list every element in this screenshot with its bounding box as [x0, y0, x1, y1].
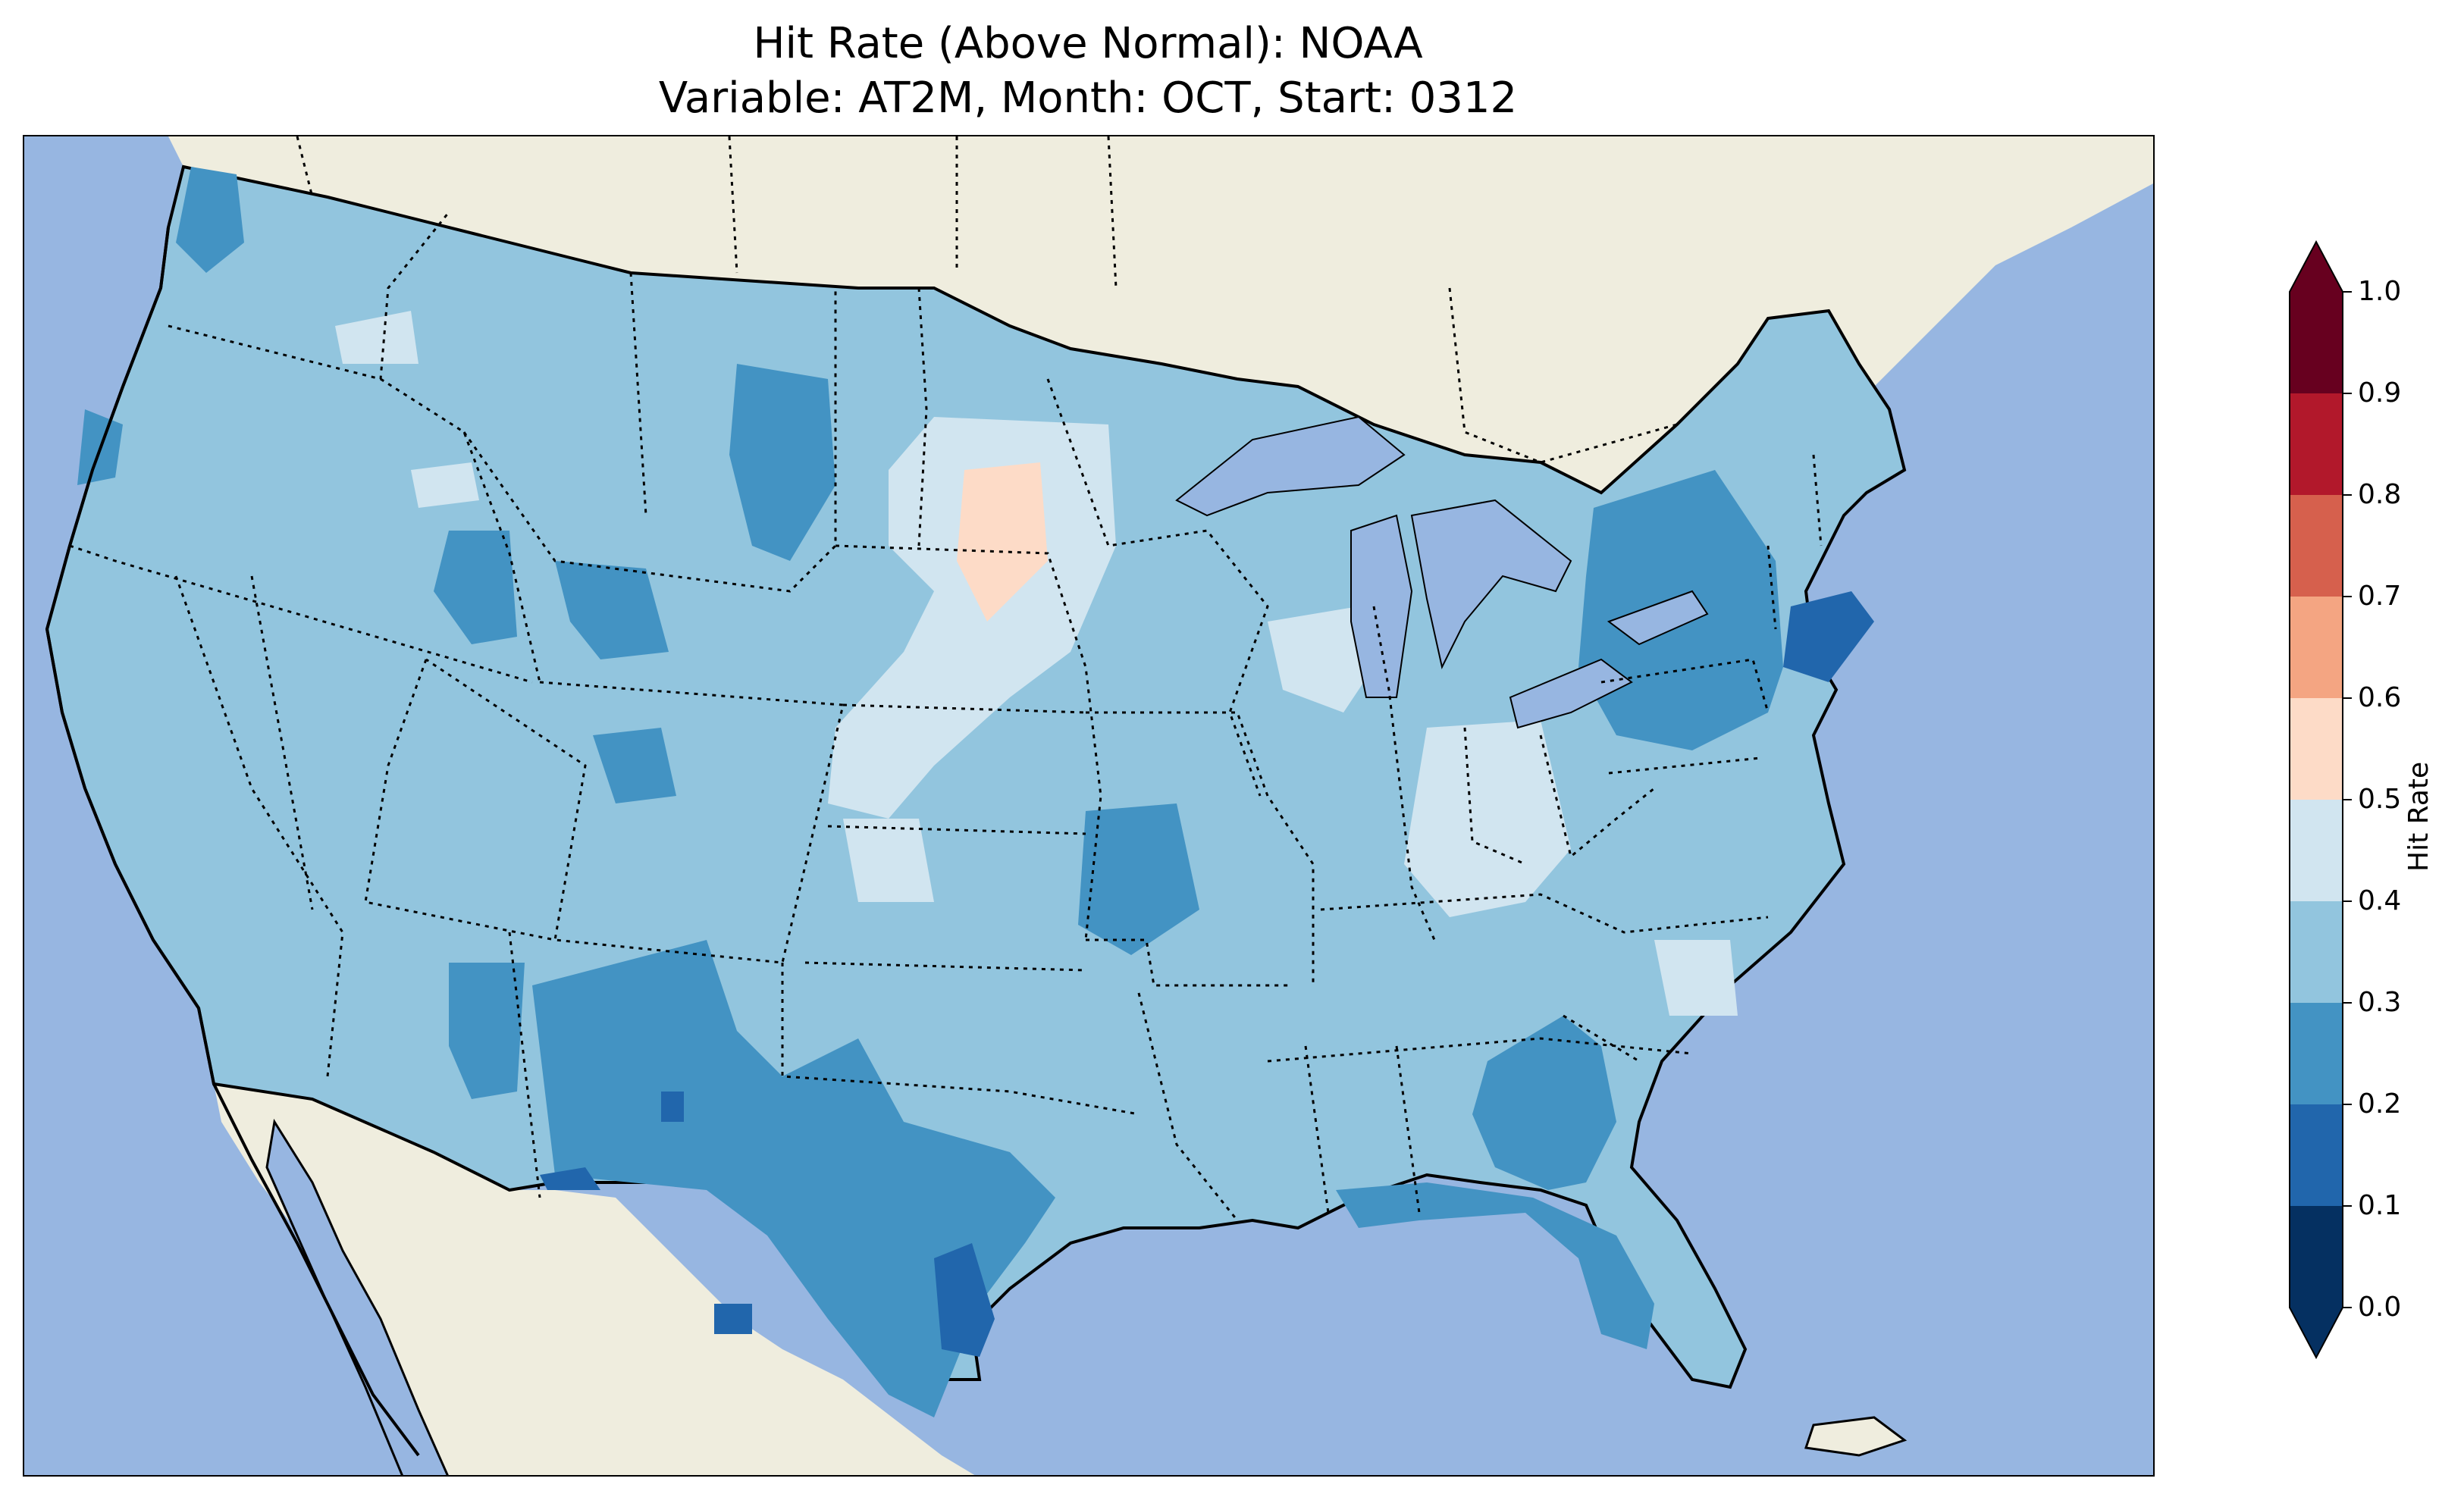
map-panel — [23, 135, 2155, 1477]
colorbar-extend-min — [2290, 1308, 2343, 1358]
colorbar-tick-label: 0.8 — [2358, 479, 2402, 510]
colorbar-bin-7 — [2290, 495, 2343, 597]
state-borders — [69, 136, 1823, 1221]
colorbar-tick-label: 0.5 — [2358, 784, 2402, 815]
colorbar-bin-8 — [2290, 393, 2343, 495]
colorbar-tick-label: 0.3 — [2358, 987, 2402, 1018]
pacific-coastline — [45, 227, 215, 1085]
hit-rate-0.1-0.2-regions — [540, 591, 1874, 1357]
colorbar-bin-0 — [2290, 1206, 2343, 1308]
colorbar-tick-label: 0.9 — [2358, 377, 2402, 409]
colorbar-bin-2 — [2290, 1003, 2343, 1104]
colorbar-bin-3 — [2290, 901, 2343, 1003]
colorbar-tick-label: 0.2 — [2358, 1088, 2402, 1120]
colorbar-tick-label: 0.6 — [2358, 682, 2402, 713]
colorbar: 0.0 0.1 0.2 0.3 0.4 0.5 0.6 0.7 0.8 0.9 1.0 — [2267, 239, 2464, 1376]
great-lakes — [1175, 415, 1709, 729]
colorbar-tick-label: 0.4 — [2358, 885, 2402, 916]
title-line-2: Variable: AT2M, Month: OCT, Start: 0312 — [658, 74, 1518, 123]
map-title: Hit Rate (Above Normal): NOAA Variable: … — [15, 17, 2161, 126]
baja-coastline — [212, 1083, 420, 1457]
colorbar-svg — [2289, 240, 2352, 1360]
colorbar-tick-label: 0.7 — [2358, 581, 2402, 612]
colorbar-tick-label: 0.1 — [2358, 1190, 2402, 1221]
colorbar-bin-9 — [2290, 292, 2343, 393]
colorbar-bin-4 — [2290, 800, 2343, 901]
title-line-1: Hit Rate (Above Normal): NOAA — [753, 19, 1423, 68]
colorbar-tick-label: 0.0 — [2358, 1292, 2402, 1323]
colorbar-label: Hit Rate — [2403, 761, 2434, 872]
colorbar-bin-6 — [2290, 597, 2343, 698]
map-svg — [24, 136, 2153, 1475]
colorbar-bin-5 — [2290, 698, 2343, 800]
hit-rate-0.5-0.6-region — [957, 462, 1048, 622]
colorbar-tick-label: 1.0 — [2358, 276, 2402, 307]
colorbar-extend-max — [2290, 242, 2343, 292]
gulf-of-california — [265, 1118, 449, 1475]
caribbean-islands — [1804, 1416, 1908, 1457]
hit-rate-0.2-0.3-regions — [77, 167, 1783, 1417]
colorbar-bin-1 — [2290, 1104, 2343, 1206]
